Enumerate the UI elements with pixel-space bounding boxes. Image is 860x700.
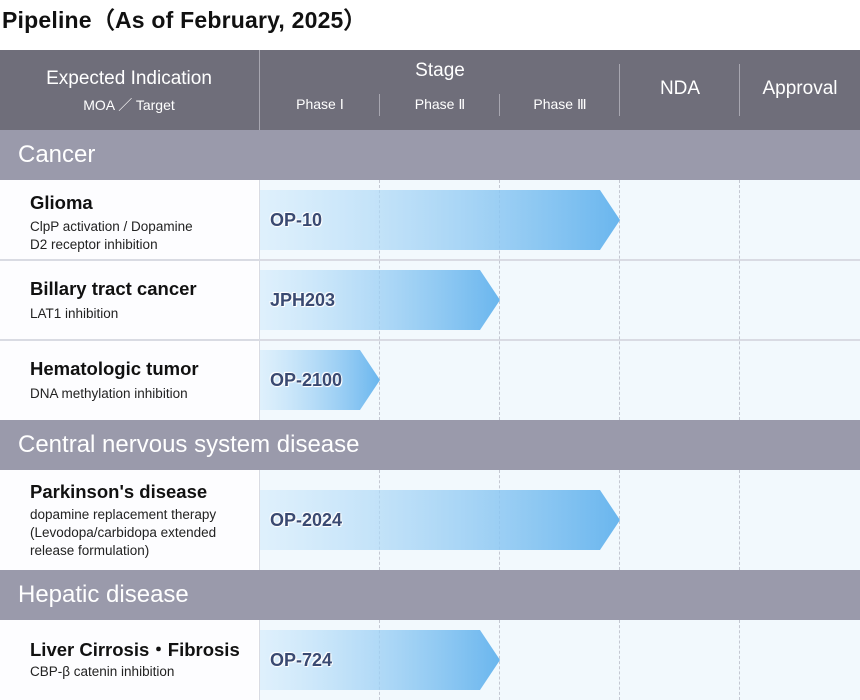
progress-arrow: OP-724 <box>260 630 500 690</box>
table-header: Expected Indication MOA ／ Target Stage P… <box>0 50 860 130</box>
column-divider <box>259 180 260 420</box>
phase-divider <box>739 470 740 570</box>
arrow-shape <box>260 270 500 330</box>
moa-header-label: MOA ／ Target <box>83 97 175 113</box>
indication-cell <box>0 261 258 340</box>
phase3-header: Phase Ⅲ <box>533 96 587 112</box>
moa-text: dopamine replacement therapy (Levodopa/c… <box>30 506 216 560</box>
arrow-shape <box>260 630 500 690</box>
column-divider <box>259 620 260 700</box>
header-divider <box>499 94 500 116</box>
compound-label: OP-10 <box>270 210 323 230</box>
phase-divider <box>619 180 620 420</box>
moa-text: LAT1 inhibition <box>30 305 118 323</box>
phase-divider <box>739 180 740 420</box>
category-band: Hepatic disease <box>0 570 860 620</box>
moa-line: DNA methylation inhibition <box>30 386 188 401</box>
progress-arrow: OP-2024 <box>260 490 620 550</box>
moa-text: ClpP activation / Dopamine D2 receptor i… <box>30 218 193 254</box>
indication-name: Glioma <box>30 192 93 213</box>
progress-arrow: OP-2100 <box>260 350 380 410</box>
row-divider <box>0 259 860 261</box>
moa-line: release formulation) <box>30 543 150 558</box>
phase1-header: Phase Ⅰ <box>296 96 344 112</box>
arrow-polygon <box>260 490 620 550</box>
moa-text: DNA methylation inhibition <box>30 385 188 403</box>
arrow-shape <box>260 490 620 550</box>
table-row: Hematologic tumor DNA methylation inhibi… <box>0 341 860 420</box>
indication-cell <box>0 341 258 420</box>
arrow-shape <box>260 350 380 410</box>
compound-label: OP-2100 <box>270 370 343 390</box>
arrow-shape <box>260 190 620 250</box>
arrow-polygon <box>260 270 500 330</box>
stage-header: Stage <box>415 60 465 81</box>
indication-name: Hematologic tumor <box>30 358 199 379</box>
phase-divider <box>739 620 740 700</box>
category-band: Cancer <box>0 130 860 180</box>
approval-header: Approval <box>762 78 838 99</box>
nda-header: NDA <box>659 78 701 99</box>
header-divider <box>619 64 620 116</box>
indication-cell <box>0 470 258 570</box>
indication-name: Parkinson's disease <box>30 481 208 502</box>
moa-line: LAT1 inhibition <box>30 306 119 321</box>
phase-divider <box>619 620 620 700</box>
header-divider <box>739 64 740 116</box>
moa-text: CBP-β catenin inhibition <box>30 663 174 681</box>
moa-line: D2 receptor inhibition <box>30 237 158 252</box>
header-divider <box>259 50 260 130</box>
pipeline-table: Expected Indication MOA ／ Target Stage P… <box>0 50 860 700</box>
progress-arrow: OP-10 <box>260 190 620 250</box>
arrow-polygon <box>260 350 380 410</box>
indication-header: Expected Indication MOA ／ Target <box>0 50 258 130</box>
moa-line: ClpP activation / Dopamine <box>30 219 193 234</box>
progress-arrow: JPH203 <box>260 270 500 330</box>
header-divider <box>379 94 380 116</box>
moa-line: dopamine replacement therapy <box>30 507 217 522</box>
compound-label: OP-2024 <box>270 510 343 530</box>
arrow-polygon <box>260 630 500 690</box>
moa-line: CBP-β catenin inhibition <box>30 664 175 679</box>
compound-label: JPH203 <box>270 290 336 310</box>
category-band: Central nervous system disease <box>0 420 860 470</box>
compound-label: OP-724 <box>270 650 333 670</box>
indication-cell <box>0 620 258 700</box>
page-title: Pipeline（As of February, 2025） <box>2 7 367 33</box>
indication-name: Billary tract cancer <box>30 278 197 299</box>
moa-line: (Levodopa/carbidopa extended <box>30 525 217 540</box>
phase2-header: Phase Ⅱ <box>414 96 466 112</box>
column-divider <box>259 470 260 570</box>
row-divider <box>0 339 860 341</box>
arrow-polygon <box>260 190 620 250</box>
indication-name: Liver Cirrosis・Fibrosis <box>30 639 240 660</box>
indication-header-label: Expected Indication <box>46 68 212 89</box>
indication-cell <box>0 180 258 260</box>
